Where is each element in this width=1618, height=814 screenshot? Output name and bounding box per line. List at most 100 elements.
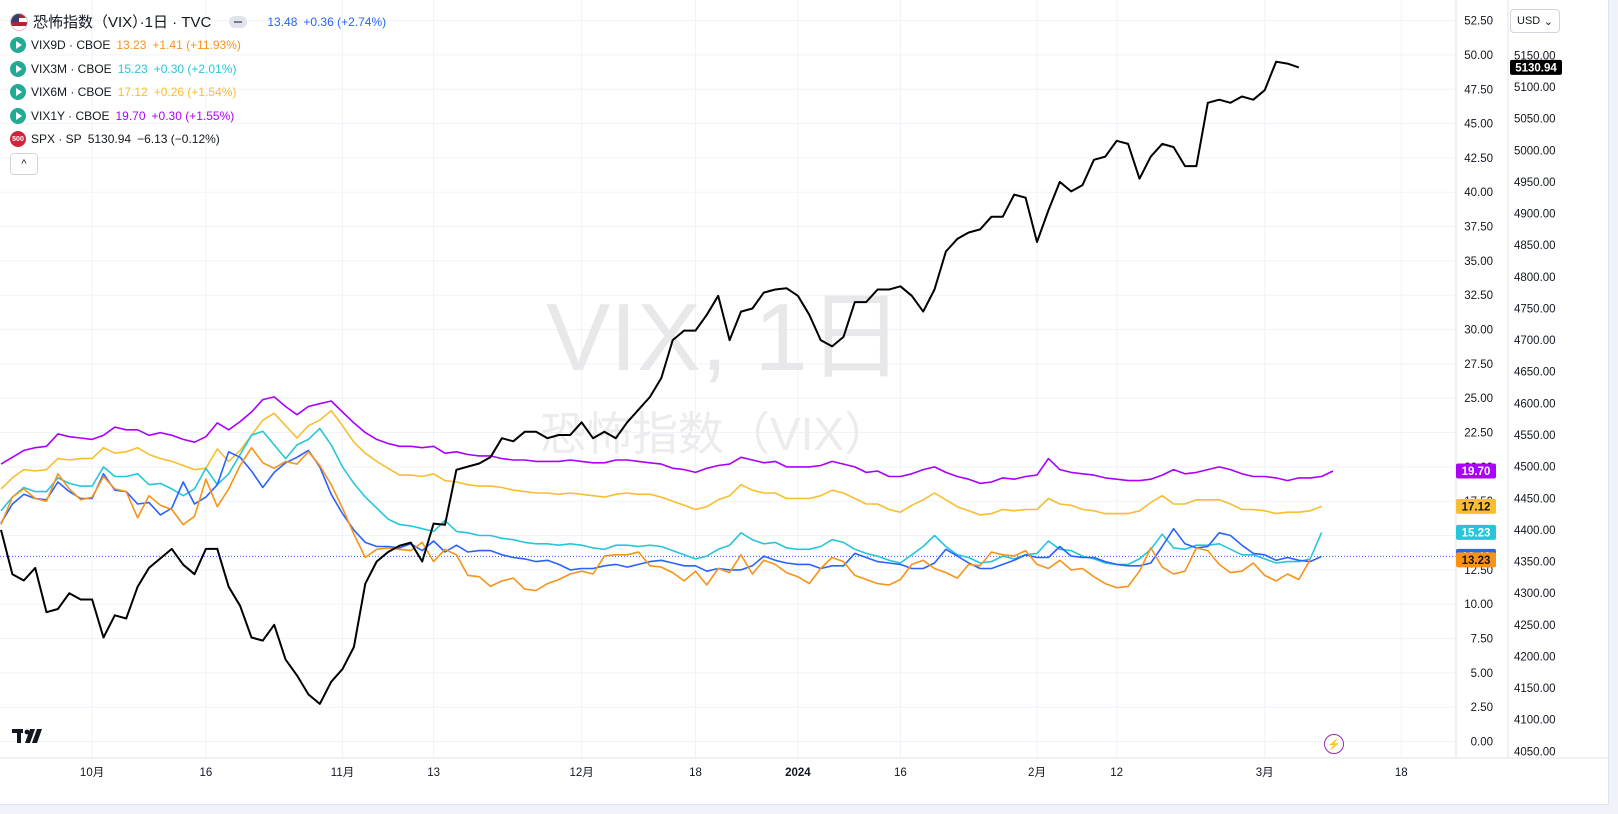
green-arrow-icon [10, 60, 26, 77]
series-line-vix1y[interactable] [0, 396, 1334, 485]
left-scale-tick: 2.50 [1471, 702, 1493, 714]
left-scale-tick: 52.50 [1464, 16, 1493, 28]
left-scale-tick: 42.50 [1464, 153, 1493, 165]
legend-row-vix3m[interactable]: VIX3M · CBOE 15.23 +0.30 (+2.01%) [10, 57, 386, 81]
legend-collapse-button[interactable]: ^ [10, 153, 38, 175]
left-scale-tick: 27.50 [1464, 359, 1493, 371]
last-value-badge-spx [1510, 59, 1562, 75]
left-scale-tick: 32.50 [1464, 290, 1493, 302]
legend-row-vix9d[interactable]: VIX9D · CBOE 13.23 +1.41 (+11.93%) [10, 34, 386, 58]
lightning-icon[interactable]: ⚡ [1324, 734, 1344, 754]
legend-series-name: VIX6M · CBOE [31, 85, 112, 100]
right-scale-tick: 4600.00 [1514, 398, 1556, 410]
right-scale-tick: 4900.00 [1514, 209, 1556, 221]
watermark-title: VIX, 1日 [546, 284, 903, 391]
left-scale-tick: 30.00 [1464, 325, 1493, 337]
legend-row-spx[interactable]: 500 SPX · SP 5130.94 −6.13 (−0.12%) [10, 128, 386, 152]
legend-series-name: VIX3M · CBOE [31, 61, 112, 76]
left-scale-tick: 0.00 [1471, 737, 1493, 749]
legend-row-vix1y[interactable]: VIX1Y · CBOE 19.70 +0.30 (+1.55%) [10, 104, 386, 128]
time-axis-tick: 18 [689, 767, 702, 779]
series-line-vix3m[interactable] [0, 427, 1323, 566]
legend-series-value: 17.12 [117, 85, 148, 100]
time-axis-tick: 16 [894, 767, 907, 779]
visibility-toggle-icon[interactable] [229, 15, 248, 28]
last-value-label-vix1y: 19.70 [1462, 466, 1491, 478]
series-line-vix6m[interactable] [0, 409, 1322, 516]
grid-lines [0, 0, 1456, 758]
last-value-label-vix3m: 15.23 [1462, 527, 1491, 539]
green-arrow-icon [10, 84, 26, 101]
legend-series-name: VIX1Y · CBOE [31, 108, 110, 123]
left-scale-tick: 45.00 [1464, 119, 1493, 131]
series-line-spx[interactable] [0, 60, 1300, 705]
right-scale-tick: 4500.00 [1514, 462, 1556, 474]
left-scale-tick: 22.50 [1464, 428, 1493, 440]
time-axis-tick: 2月 [1028, 767, 1046, 779]
watermark-subtitle: 恐怖指数（VIX） [540, 408, 890, 460]
left-scale-tick: 7.50 [1471, 634, 1493, 646]
last-value-badge-vix9d [1456, 552, 1496, 568]
sp500-icon: 500 [10, 131, 26, 148]
series-line-vix9d[interactable] [0, 446, 1311, 592]
right-scale-tick: 5000.00 [1514, 145, 1556, 157]
legend-row-vix6m[interactable]: VIX6M · CBOE 17.12 +0.26 (+1.54%) [10, 81, 386, 105]
tradingview-logo-icon[interactable] [12, 729, 42, 748]
right-scale-tick: 4850.00 [1514, 240, 1556, 252]
right-scale-tick: 5100.00 [1514, 82, 1556, 94]
right-scale-tick: 5150.00 [1514, 50, 1556, 62]
main-symbol-title: 恐怖指数（VIX）·1日 · TVC [33, 14, 212, 32]
legend-series-change: +0.30 (+1.55%) [151, 108, 235, 123]
right-scale-tick: 4450.00 [1514, 493, 1556, 505]
chevron-up-icon: ^ [21, 158, 27, 170]
last-value-label-vix9d: 13.23 [1462, 555, 1491, 567]
right-scale-tick: 5050.00 [1514, 114, 1556, 126]
left-scale-tick: 35.00 [1464, 256, 1493, 268]
right-scale-tick: 4200.00 [1514, 651, 1556, 663]
right-scale-tick: 4550.00 [1514, 430, 1556, 442]
right-scale-tick: 4800.00 [1514, 272, 1556, 284]
right-scale-tick: 4050.00 [1514, 746, 1556, 758]
time-axis-tick: 10月 [80, 767, 104, 779]
right-scale-tick: 4100.00 [1514, 715, 1556, 727]
time-axis-tick: 12月 [569, 767, 593, 779]
right-scale-tick: 4150.00 [1514, 683, 1556, 695]
legend-series-change: +0.30 (+2.01%) [153, 61, 237, 76]
legend-series-name: VIX9D · CBOE [31, 38, 111, 53]
legend-series-value: 5130.94 [87, 132, 132, 147]
left-scale-tick: 40.00 [1464, 187, 1493, 199]
last-value-label-vix6m: 17.12 [1462, 501, 1491, 513]
us-flag-icon [10, 12, 28, 31]
left-scale-tick: 5.00 [1471, 668, 1493, 680]
last-value-label-spx: 5130.94 [1515, 62, 1557, 74]
legend-series-value: 13.23 [116, 38, 147, 53]
main-symbol-value: 13.48 [267, 14, 298, 29]
series-line-vix[interactable] [0, 449, 1322, 573]
left-scale-tick: 10.00 [1464, 599, 1493, 611]
right-scale-tick: 4750.00 [1514, 303, 1556, 315]
last-value-badge-vix6m [1456, 498, 1496, 514]
time-axis-tick: 18 [1395, 767, 1408, 779]
right-scale-tick: 4250.00 [1514, 620, 1556, 632]
legend-series-change: −6.13 (−0.12%) [137, 132, 220, 147]
time-axis-tick: 12 [1110, 767, 1123, 779]
series-layer [0, 60, 1456, 705]
legend-series-change: +0.26 (+1.54%) [153, 85, 237, 100]
last-value-badge-vix1y [1456, 463, 1496, 479]
legend-series-name: SPX · SP [31, 132, 82, 147]
chevron-down-icon: ⌄ [1543, 15, 1553, 28]
right-scale-tick: 4400.00 [1514, 525, 1556, 537]
currency-select[interactable]: USD ⌄ [1510, 9, 1560, 33]
legend: 恐怖指数（VIX）·1日 · TVC 13.48 +0.36 (+2.74%) … [10, 10, 386, 175]
main-symbol-change: +0.36 (+2.74%) [303, 14, 387, 29]
last-value-badge-vix3m [1456, 524, 1496, 540]
left-scale-tick: 47.50 [1464, 84, 1493, 96]
legend-main-row[interactable]: 恐怖指数（VIX）·1日 · TVC 13.48 +0.36 (+2.74%) [10, 10, 386, 34]
right-scale-tick: 4950.00 [1514, 177, 1556, 189]
right-scale-tick: 4700.00 [1514, 335, 1556, 347]
left-scale-tick: 50.00 [1464, 50, 1493, 62]
legend-series-value: 19.70 [115, 108, 146, 123]
